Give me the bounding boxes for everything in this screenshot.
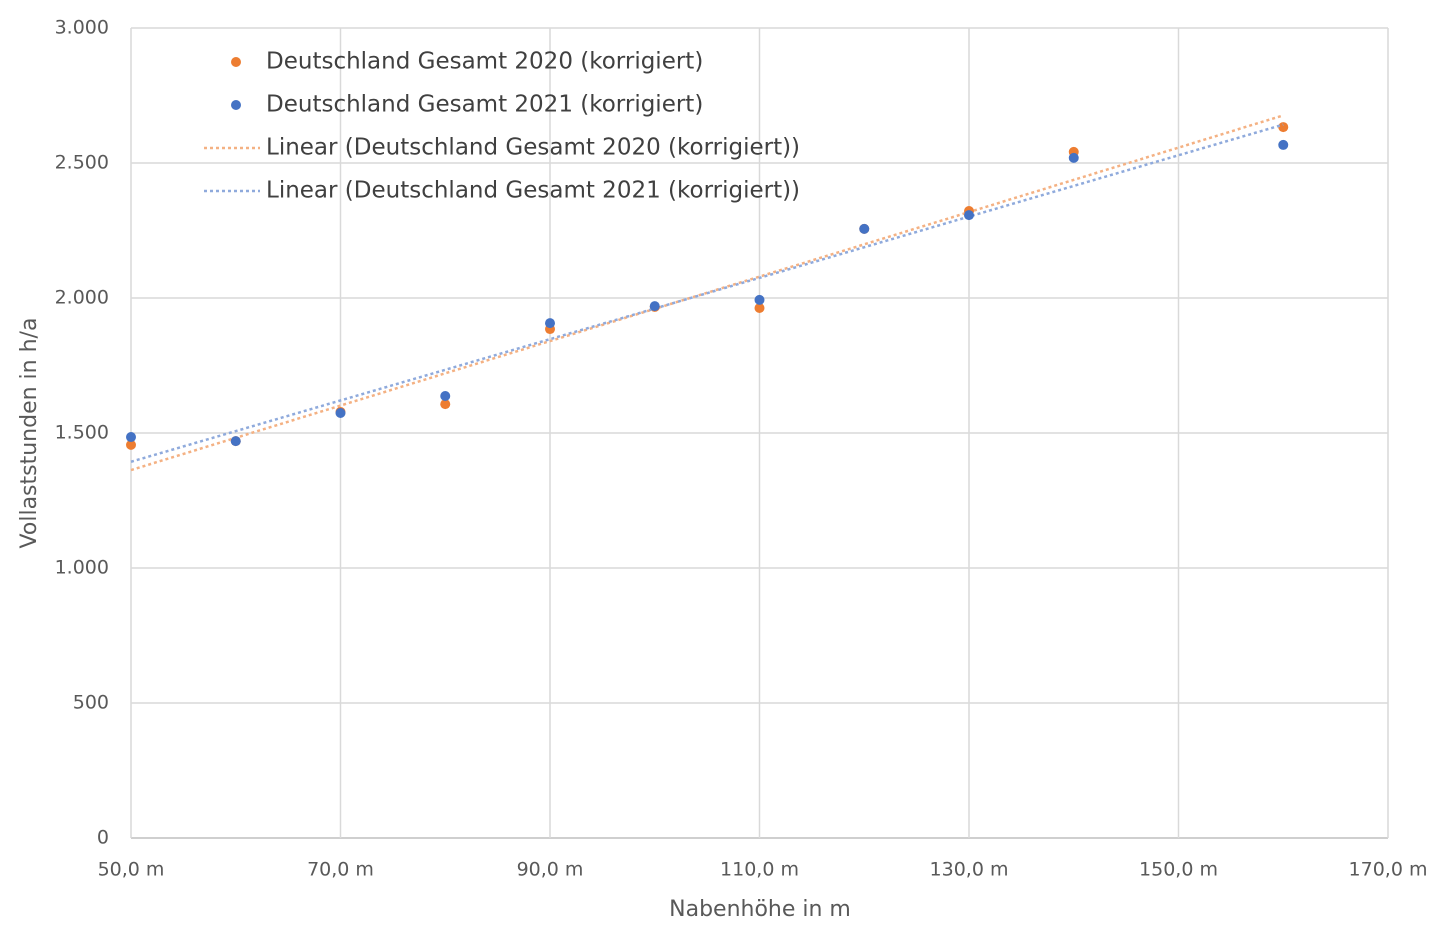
- point: [126, 439, 136, 450]
- legend-label: Linear (Deutschland Gesamt 2021 (korrigi…: [266, 178, 800, 204]
- legend-label: Deutschland Gesamt 2020 (korrigiert): [266, 49, 703, 75]
- point: [1278, 122, 1289, 133]
- y-tick-label: 3.000: [55, 17, 109, 39]
- y-tick-label: 1.000: [55, 557, 109, 579]
- x-tick-label: 170,0 m: [1349, 859, 1428, 881]
- legend-marker: [231, 100, 241, 110]
- x-axis-title: Nabenhöhe in m: [669, 897, 851, 922]
- point: [1278, 139, 1289, 150]
- trendline: [130, 123, 1284, 463]
- point: [754, 302, 765, 313]
- point: [1068, 152, 1079, 163]
- point: [440, 399, 451, 410]
- y-axis-title: Vollaststunden in h/a: [17, 318, 42, 549]
- point: [126, 432, 136, 443]
- point: [335, 408, 346, 419]
- point: [754, 294, 765, 305]
- y-tick-label: 0: [97, 827, 109, 849]
- y-tick-label: 1.500: [55, 422, 109, 444]
- x-tick-label: 110,0 m: [720, 859, 799, 881]
- x-tick-label: 50,0 m: [98, 859, 165, 881]
- y-tick-label: 2.000: [55, 287, 109, 309]
- x-tick-label: 70,0 m: [307, 859, 374, 881]
- x-tick-label: 130,0 m: [930, 859, 1009, 881]
- y-tick-label: 500: [73, 692, 109, 714]
- x-tick-label: 90,0 m: [517, 859, 584, 881]
- x-tick-label: 150,0 m: [1139, 859, 1218, 881]
- legend-label: Linear (Deutschland Gesamt 2020 (korrigi…: [266, 135, 800, 161]
- legend-label: Deutschland Gesamt 2021 (korrigiert): [266, 92, 703, 118]
- point: [859, 223, 870, 234]
- point: [545, 318, 555, 329]
- legend-marker: [231, 57, 241, 67]
- point: [649, 301, 660, 312]
- point: [230, 436, 241, 447]
- y-tick-label: 2.500: [55, 152, 109, 174]
- point: [440, 391, 451, 402]
- point: [964, 210, 974, 221]
